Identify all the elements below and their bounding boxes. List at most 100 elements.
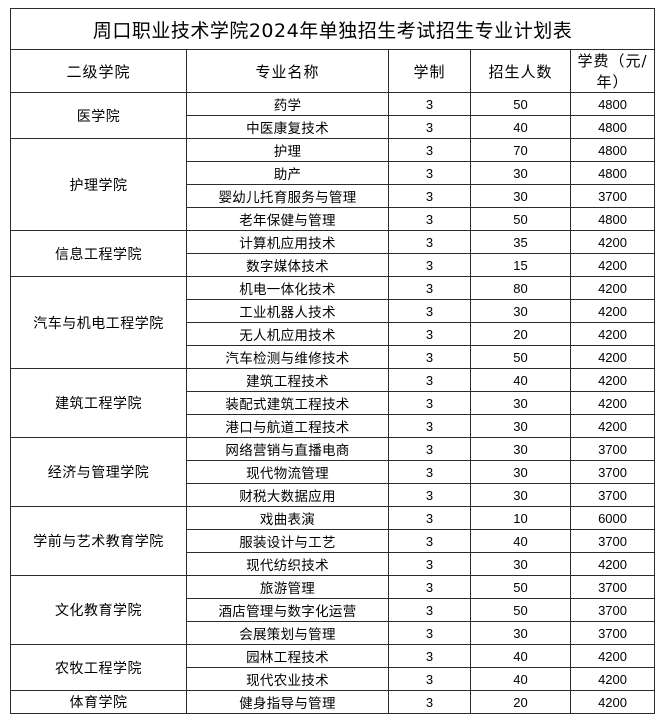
years-cell: 3 (388, 207, 471, 231)
college-cell: 护理学院 (10, 138, 187, 231)
years-cell: 3 (388, 437, 471, 461)
major-name-cell: 健身指导与管理 (186, 690, 389, 714)
fee-cell: 4800 (569, 92, 656, 116)
years-cell: 3 (388, 92, 471, 116)
years-cell: 3 (388, 184, 471, 208)
fee-cell: 4200 (569, 368, 656, 392)
years-cell: 3 (388, 253, 471, 277)
table-row: 医学院 药学 3 50 4800 (10, 92, 656, 139)
years-cell: 3 (388, 230, 471, 254)
fee-cell: 3700 (569, 437, 656, 461)
table-row: 学前与艺术教育学院 戏曲表演 3 10 6000 (10, 506, 656, 576)
table-row: 护理学院 护理 3 70 4800 (10, 138, 656, 231)
quota-cell: 30 (470, 161, 571, 185)
table-row: 无人机应用技术 3 20 4200 (11, 322, 656, 346)
years-cell: 3 (388, 506, 471, 530)
table-row: 汽车与机电工程学院 机电一体化技术 3 80 4200 (10, 276, 656, 369)
major-name-cell: 会展策划与管理 (186, 621, 389, 645)
admission-plan-table: 周口职业技术学院2024年单独招生考试招生专业计划表 二级学院 专业名称 学制 … (9, 8, 656, 714)
college-cell: 农牧工程学院 (10, 644, 187, 691)
years-cell: 3 (388, 529, 471, 553)
column-header-quota: 招生人数 (470, 49, 571, 93)
major-name-cell: 服装设计与工艺 (186, 529, 389, 553)
major-name-cell: 酒店管理与数字化运营 (186, 598, 389, 622)
major-name-cell: 港口与航道工程技术 (186, 414, 389, 438)
fee-cell: 4200 (569, 644, 656, 668)
quota-cell: 50 (470, 207, 571, 231)
fee-cell: 3700 (569, 184, 656, 208)
major-name-cell: 装配式建筑工程技术 (186, 391, 389, 415)
college-cell: 医学院 (10, 92, 187, 139)
years-cell: 3 (388, 621, 471, 645)
quota-cell: 30 (470, 437, 571, 461)
table-row: 文化教育学院 旅游管理 3 50 3700 (10, 575, 656, 645)
quota-cell: 40 (470, 529, 571, 553)
major-name-cell: 园林工程技术 (186, 644, 389, 668)
fee-cell: 4800 (569, 207, 656, 231)
years-cell: 3 (388, 598, 471, 622)
quota-cell: 70 (470, 138, 571, 162)
quota-cell: 10 (470, 506, 571, 530)
quota-cell: 40 (470, 644, 571, 668)
quota-cell: 30 (470, 184, 571, 208)
major-name-cell: 现代农业技术 (186, 667, 389, 691)
table-row: 农牧工程学院 园林工程技术 3 40 4200 (10, 644, 656, 691)
document-page: 周口职业技术学院2024年单独招生考试招生专业计划表 二级学院 专业名称 学制 … (9, 8, 656, 714)
major-name-cell: 汽车检测与维修技术 (186, 345, 389, 369)
college-cell: 信息工程学院 (10, 230, 187, 277)
college-cell: 体育学院 (10, 690, 187, 714)
college-cell: 汽车与机电工程学院 (10, 276, 187, 369)
years-cell: 3 (388, 644, 471, 668)
fee-cell: 3700 (569, 598, 656, 622)
column-header-fee: 学费（元/年） (569, 49, 656, 93)
column-header-major: 专业名称 (186, 49, 389, 93)
quota-cell: 30 (470, 621, 571, 645)
fee-cell: 3700 (569, 621, 656, 645)
years-cell: 3 (388, 299, 471, 323)
fee-cell: 4200 (569, 276, 656, 300)
major-name-cell: 戏曲表演 (186, 506, 389, 530)
table-row: 汽车检测与维修技术 3 50 4200 (11, 345, 656, 369)
quota-cell: 30 (470, 460, 571, 484)
quota-cell: 40 (470, 115, 571, 139)
quota-cell: 35 (470, 230, 571, 254)
years-cell: 3 (388, 667, 471, 691)
fee-cell: 4800 (569, 161, 656, 185)
table-row: 体育学院 健身指导与管理 3 20 4200 (10, 690, 656, 714)
years-cell: 3 (388, 483, 471, 507)
header-row: 二级学院 专业名称 学制 招生人数 学费（元/年） (10, 49, 656, 93)
fee-cell: 6000 (569, 506, 656, 530)
table-row: 工业机器人技术 3 30 4200 (11, 299, 656, 323)
fee-cell: 4200 (569, 391, 656, 415)
table-row: 助产 3 30 4800 (11, 161, 656, 185)
major-name-cell: 机电一体化技术 (186, 276, 389, 300)
quota-cell: 20 (470, 322, 571, 346)
fee-cell: 4200 (569, 345, 656, 369)
fee-cell: 3700 (569, 529, 656, 553)
years-cell: 3 (388, 414, 471, 438)
title-row: 周口职业技术学院2024年单独招生考试招生专业计划表 (9, 8, 656, 50)
major-name-cell: 助产 (186, 161, 389, 185)
college-cell: 学前与艺术教育学院 (10, 506, 187, 576)
college-cell: 经济与管理学院 (10, 437, 187, 507)
major-name-cell: 中医康复技术 (186, 115, 389, 139)
major-name-cell: 现代物流管理 (186, 460, 389, 484)
quota-cell: 30 (470, 391, 571, 415)
fee-cell: 4200 (569, 230, 656, 254)
page-title: 周口职业技术学院2024年单独招生考试招生专业计划表 (9, 8, 656, 50)
quota-cell: 50 (470, 92, 571, 116)
major-name-cell: 药学 (186, 92, 389, 116)
major-name-cell: 计算机应用技术 (186, 230, 389, 254)
years-cell: 3 (388, 552, 471, 576)
quota-cell: 20 (470, 690, 571, 714)
years-cell: 3 (388, 460, 471, 484)
fee-cell: 4200 (569, 299, 656, 323)
fee-cell: 4200 (569, 253, 656, 277)
years-cell: 3 (388, 138, 471, 162)
years-cell: 3 (388, 115, 471, 139)
major-name-cell: 财税大数据应用 (186, 483, 389, 507)
major-name-cell: 网络营销与直播电商 (186, 437, 389, 461)
major-name-cell: 建筑工程技术 (186, 368, 389, 392)
fee-cell: 4800 (569, 138, 656, 162)
quota-cell: 30 (470, 483, 571, 507)
